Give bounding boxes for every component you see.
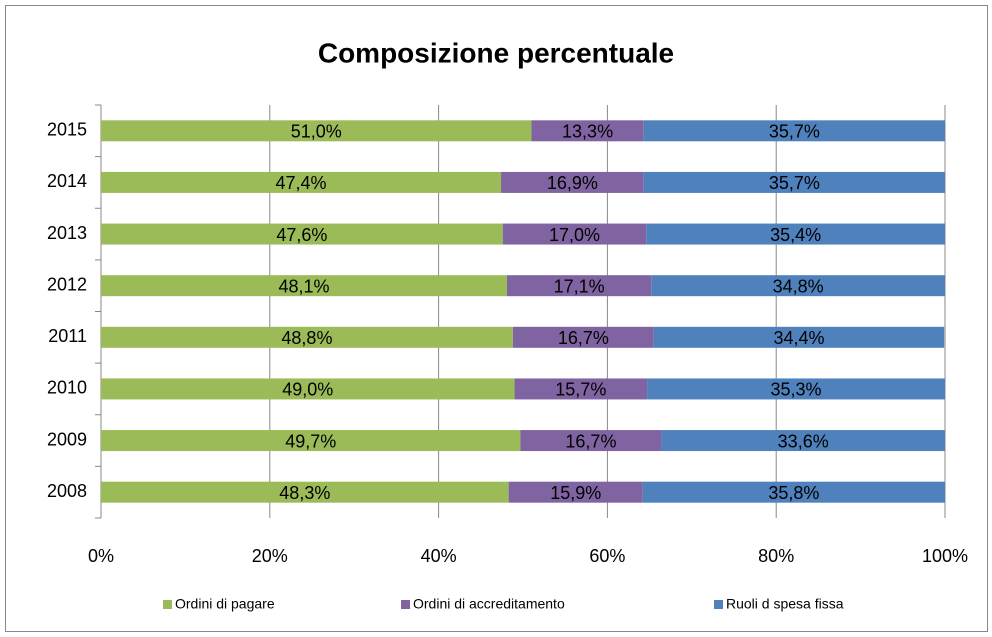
data-label: 35,3%	[771, 380, 822, 400]
y-tick-label: 2009	[47, 429, 87, 449]
x-tick-label: 100%	[922, 546, 968, 566]
y-tick-label: 2015	[47, 120, 87, 140]
data-label: 34,4%	[773, 328, 824, 348]
data-label: 16,7%	[565, 431, 616, 451]
data-label: 34,8%	[773, 276, 824, 296]
x-tick-label: 0%	[88, 546, 114, 566]
bar-segment	[520, 430, 662, 452]
data-label: 16,7%	[558, 328, 609, 348]
y-tick-label: 2011	[48, 326, 87, 346]
data-label: 33,6%	[778, 431, 829, 451]
data-label: 16,9%	[547, 173, 598, 193]
bar-segment	[101, 430, 521, 452]
bar-segment	[531, 120, 644, 142]
y-tick-label: 2014	[47, 171, 87, 191]
legend-label: Ruoli d spesa fissa	[726, 596, 844, 612]
chart-title: Composizione percentuale	[318, 37, 674, 68]
bar-segment	[101, 378, 515, 400]
y-tick-label: 2013	[47, 223, 87, 243]
bar-segment	[501, 171, 644, 193]
data-label: 48,3%	[279, 483, 330, 503]
data-label: 15,7%	[555, 380, 606, 400]
data-label: 17,1%	[554, 276, 605, 296]
data-label: 35,4%	[770, 225, 821, 245]
bar-segment	[101, 481, 509, 503]
y-tick-label: 2012	[47, 274, 87, 294]
data-label: 17,0%	[549, 225, 600, 245]
data-label: 35,7%	[769, 122, 820, 142]
bar-segment	[101, 171, 502, 193]
bar-segment	[643, 171, 945, 193]
data-label: 35,7%	[769, 173, 820, 193]
x-tick-label: 60%	[589, 546, 625, 566]
bar-segment	[647, 378, 945, 400]
data-label: 13,3%	[562, 122, 613, 142]
x-tick-label: 20%	[252, 546, 288, 566]
legend-swatch	[714, 600, 723, 609]
legend-label: Ordini di pagare	[175, 596, 275, 612]
x-tick-label: 80%	[758, 546, 794, 566]
data-label: 48,8%	[281, 328, 332, 348]
bar-segment	[661, 430, 945, 452]
x-tick-label: 40%	[421, 546, 457, 566]
bar-segment	[502, 223, 647, 245]
data-label: 15,9%	[550, 483, 601, 503]
bar-segment	[653, 326, 945, 348]
y-tick-label: 2010	[47, 378, 87, 398]
bar-segment	[642, 481, 945, 503]
bar-segment	[508, 481, 643, 503]
bar-segment	[651, 275, 945, 297]
bar-segment	[101, 326, 513, 348]
data-label: 47,6%	[276, 225, 327, 245]
y-tick-label: 2008	[47, 481, 87, 501]
legend-label: Ordini di accreditamento	[413, 596, 565, 612]
bar-segment	[506, 275, 652, 297]
chart-frame	[5, 5, 988, 632]
bar-segment	[512, 326, 654, 348]
legend-swatch	[401, 600, 410, 609]
data-label: 48,1%	[278, 276, 329, 296]
data-label: 49,7%	[285, 431, 336, 451]
data-label: 51,0%	[291, 122, 342, 142]
data-label: 35,8%	[768, 483, 819, 503]
bar-segment	[101, 120, 532, 142]
legend-swatch	[163, 600, 172, 609]
bar-segment	[101, 275, 507, 297]
bar-segment	[643, 120, 945, 142]
bar-segment	[101, 223, 503, 245]
data-label: 47,4%	[276, 173, 327, 193]
data-label: 49,0%	[282, 380, 333, 400]
bar-segment	[514, 378, 648, 400]
bar-segment	[646, 223, 945, 245]
